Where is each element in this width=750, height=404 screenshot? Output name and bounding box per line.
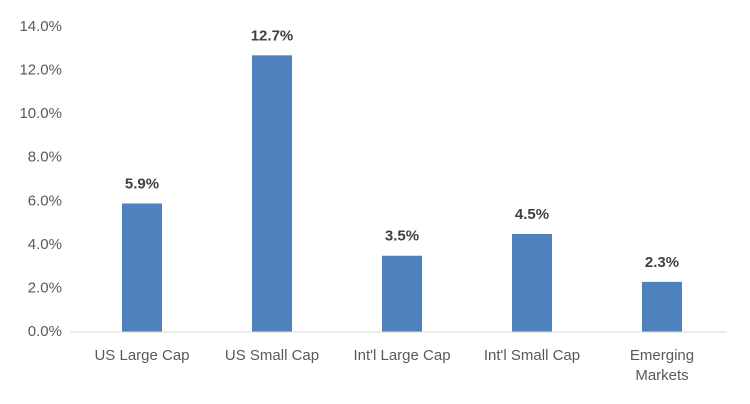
y-tick-label: 2.0% (28, 279, 62, 296)
bar (252, 55, 292, 332)
x-tick-label: Int'l Large Cap (353, 347, 451, 364)
x-tick-label: Int'l Small Cap (483, 347, 581, 364)
y-tick-label: 12.0% (19, 62, 62, 79)
bar (122, 203, 162, 332)
y-tick-label: 4.0% (28, 236, 62, 253)
bar (512, 233, 552, 332)
y-tick-label: 10.0% (19, 105, 62, 122)
value-label: 5.9% (125, 175, 159, 192)
x-tick-label: Emerging Markets (629, 347, 695, 384)
y-tick-label: 6.0% (28, 192, 62, 209)
x-tick-label: US Large Cap (94, 347, 190, 364)
bar (382, 255, 422, 332)
value-label: 4.5% (515, 206, 549, 223)
value-label: 3.5% (385, 228, 419, 245)
bar (642, 281, 682, 332)
y-tick-label: 0.0% (28, 323, 62, 340)
y-tick-label: 8.0% (28, 149, 62, 166)
y-tick-label: 14.0% (19, 18, 62, 35)
x-tick-label: US Small Cap (224, 347, 320, 364)
value-label: 12.7% (251, 27, 294, 44)
value-label: 2.3% (645, 254, 679, 271)
